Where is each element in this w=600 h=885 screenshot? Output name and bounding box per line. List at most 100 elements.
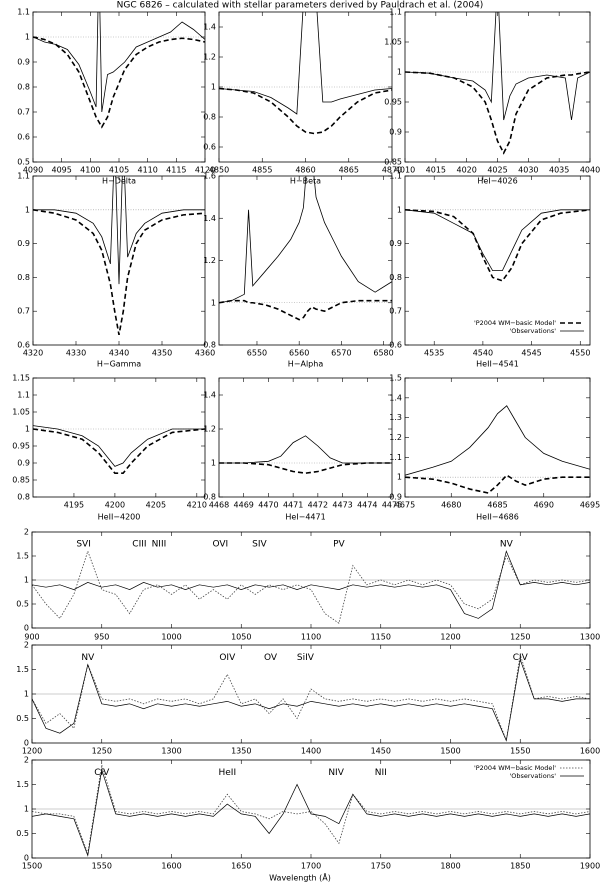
x-tick-label: 1450 [371, 747, 391, 756]
x-axis-label: H−Gamma [97, 360, 141, 369]
legend-label: 'P2004 WM−basic Model' [474, 319, 556, 327]
y-tick-label: 1 [25, 205, 30, 214]
series-line [405, 209, 590, 282]
x-tick-label: 4472 [308, 501, 328, 510]
x-tick-label: 1850 [510, 862, 530, 871]
x-tick-label: 4675 [395, 501, 415, 510]
x-tick-label: 4100 [80, 166, 100, 175]
x-axis-label: Wavelength (Å) [269, 872, 331, 883]
x-tick-label: 4680 [441, 501, 461, 510]
series-line [33, 428, 205, 474]
y-tick-label: 0.9 [17, 459, 30, 468]
annotation: SIV [252, 540, 267, 550]
y-tick-label: 0 [24, 739, 29, 748]
y-tick-label: 1 [24, 805, 29, 814]
y-tick-label: 1.6 [203, 172, 216, 181]
y-tick-label: 0.6 [17, 133, 30, 142]
y-tick-label: 0.9 [17, 239, 30, 248]
y-tick-label: 1.2 [203, 425, 216, 434]
series-line [33, 12, 205, 113]
y-tick-label: 1 [24, 576, 29, 585]
series-line [33, 176, 205, 285]
x-tick-label: 4474 [357, 501, 377, 510]
x-tick-label: 1650 [231, 862, 251, 871]
annotation: OVI [212, 540, 228, 550]
series-line [219, 87, 392, 135]
y-tick-label: 0.9 [389, 239, 402, 248]
y-tick-label: 1 [211, 459, 216, 468]
x-tick-label: 4470 [258, 501, 278, 510]
series-line [32, 550, 590, 619]
series-line [33, 209, 205, 336]
plot-frame [404, 175, 591, 346]
plot [219, 12, 392, 135]
x-tick-label: 4870 [382, 166, 402, 175]
x-tick-label: 4473 [332, 501, 352, 510]
plot-frame [32, 11, 206, 163]
y-tick-label: 0 [24, 854, 29, 863]
y-tick-label: 1.4 [203, 23, 216, 32]
plot [32, 654, 590, 743]
legend-label: 'P2004 WM−basic Model' [474, 764, 556, 772]
x-tick-label: 4360 [195, 349, 215, 358]
x-tick-label: 6550 [247, 349, 267, 358]
x-tick-label: 1200 [22, 747, 42, 756]
series-line [405, 474, 590, 494]
x-tick-label: 4195 [64, 501, 84, 510]
y-tick-label: 0.7 [389, 307, 402, 316]
x-tick-label: 4535 [424, 349, 444, 358]
x-tick-label: 1400 [301, 747, 321, 756]
plot [32, 549, 590, 624]
y-tick-label: 0.5 [16, 600, 29, 609]
series-line [405, 71, 590, 155]
series-line [219, 12, 392, 115]
y-tick-label: 2 [24, 528, 29, 537]
plot [405, 405, 590, 494]
y-tick-label: 1 [25, 425, 30, 434]
y-tick-label: 1.1 [17, 8, 30, 17]
x-tick-label: 1250 [510, 633, 530, 642]
x-tick-label: 1250 [92, 747, 112, 756]
y-tick-label: 1.05 [384, 38, 402, 47]
y-tick-label: 1.1 [389, 453, 402, 462]
x-tick-label: 1550 [510, 747, 530, 756]
x-tick-label: 4340 [109, 349, 129, 358]
x-tick-label: 1150 [371, 633, 391, 642]
y-tick-label: 1.2 [203, 256, 216, 265]
x-tick-label: 1600 [580, 747, 600, 756]
plot [219, 176, 392, 321]
x-tick-label: 4695 [580, 501, 600, 510]
series-line [32, 769, 590, 857]
annotation: NII [375, 768, 387, 778]
y-tick-label: 1.5 [16, 665, 29, 674]
x-tick-label: 4860 [295, 166, 315, 175]
x-tick-label: 4550 [570, 349, 590, 358]
y-tick-label: 0.8 [203, 341, 216, 350]
y-tick-label: 0.95 [384, 98, 402, 107]
annotation: NV [81, 653, 95, 663]
y-tick-label: 0.5 [16, 829, 29, 838]
plot-frame [218, 175, 393, 346]
y-tick-label: 1.1 [17, 391, 30, 400]
annotation: CIV [513, 653, 529, 663]
x-tick-label: 4010 [395, 166, 415, 175]
y-tick-label: 1.1 [17, 172, 30, 181]
y-tick-label: 1.4 [389, 393, 402, 402]
series-line [32, 764, 590, 855]
y-tick-label: 1.5 [16, 780, 29, 789]
x-tick-label: 4020 [456, 166, 476, 175]
series-line [405, 405, 590, 476]
x-tick-label: 4105 [109, 166, 129, 175]
plot-frame [31, 644, 591, 744]
x-tick-label: 4210 [187, 501, 207, 510]
plot [32, 764, 590, 857]
y-tick-label: 0.8 [17, 83, 30, 92]
x-tick-label: 1550 [92, 862, 112, 871]
plot-frame [218, 377, 393, 498]
y-tick-label: 1.1 [389, 8, 402, 17]
x-axis-label: HeI−4471 [285, 513, 325, 522]
y-tick-label: 0.8 [17, 493, 30, 502]
x-tick-label: 1600 [161, 862, 181, 871]
y-tick-label: 0.8 [389, 273, 402, 282]
x-tick-label: 1000 [161, 633, 181, 642]
